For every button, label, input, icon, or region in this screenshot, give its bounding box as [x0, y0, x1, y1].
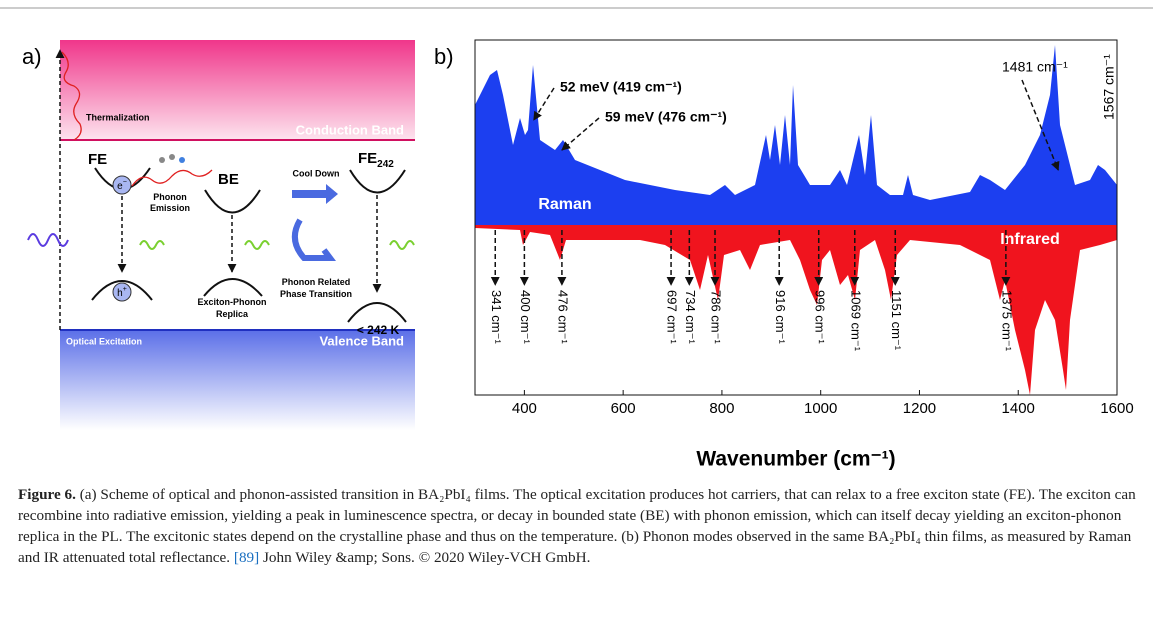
figure-art: a) Conduction Band Valence Band Optical … [0, 7, 1153, 471]
panel-label: a) [22, 44, 42, 69]
legend-label: Infrared [1000, 231, 1060, 248]
ir-label: 1375 cm⁻¹ [999, 290, 1014, 352]
ir-label: 400 cm⁻¹ [518, 290, 533, 344]
ir-label: 786 cm⁻¹ [709, 290, 724, 344]
legend-label: Raman [538, 196, 591, 213]
raman-spectrum [475, 45, 1117, 225]
label: Thermalization [86, 112, 150, 122]
raman-arrow [561, 117, 600, 151]
ir-label: 1151 cm⁻¹ [889, 290, 904, 351]
caption: Figure 6. (a) Scheme of optical and phon… [18, 484, 1136, 568]
state-label: FE [88, 151, 107, 168]
ir-label: 341 cm⁻¹ [489, 290, 504, 344]
x-axis-title: Wavenumber (cm⁻¹) [696, 448, 895, 471]
arrow-shape [291, 218, 336, 261]
x-tick-label: 400 [512, 400, 537, 417]
ir-label: 996 cm⁻¹ [812, 290, 827, 344]
label: Exciton-Phonon Replica [198, 297, 267, 319]
x-tick-label: 1000 [804, 400, 837, 417]
raman-arrow [1021, 79, 1060, 171]
emission [389, 240, 415, 250]
conduction-band [60, 40, 415, 140]
electron [112, 175, 132, 195]
x-tick-label: 1600 [1100, 400, 1133, 417]
raman-label: 1567 cm⁻¹ [1101, 54, 1117, 120]
ir-label: 734 cm⁻¹ [683, 290, 698, 344]
annotations: 400 600 800 1000 1200 1400 1600 341 cm⁻¹ 400 cm⁻… [489, 54, 1134, 417]
hole [112, 282, 132, 302]
valence-band [60, 330, 415, 430]
parabola [347, 302, 407, 323]
molecule [169, 154, 175, 160]
label: < 242 K [357, 323, 400, 337]
label: Phonon Emission [150, 192, 190, 213]
emission [139, 240, 165, 250]
ir-label: 1069 cm⁻¹ [848, 290, 863, 352]
raman-arrow [533, 87, 555, 121]
molecule [179, 157, 185, 163]
plot-frame [474, 39, 1118, 396]
parabola [203, 278, 263, 297]
electron-label: e− [117, 179, 127, 192]
label: Optical Excitation [66, 336, 142, 346]
x-tick-label: 600 [611, 400, 636, 417]
raman-label: 59 meV (476 cm⁻¹) [605, 109, 727, 125]
x-tick-label: 1200 [903, 400, 936, 417]
band-label: Conduction Band [296, 122, 404, 137]
ir-label: 916 cm⁻¹ [773, 290, 788, 344]
caption-ref: [89] [233, 549, 260, 566]
molecule [159, 157, 165, 163]
parabola [204, 189, 261, 214]
phonon-path [131, 169, 213, 187]
label: Cool Down [293, 168, 340, 178]
ir-spectrum [475, 225, 1117, 395]
photon [27, 233, 69, 247]
parabola [349, 169, 406, 194]
caption-text: (a) Scheme of optical and phonon-assiste… [18, 486, 1136, 566]
emission [244, 240, 270, 250]
hole-label: h+ [117, 286, 127, 299]
raman-label: 52 meV (419 cm⁻¹) [560, 79, 682, 95]
band-label: Valence Band [319, 333, 404, 348]
raman-label: 1481 cm⁻¹ [1002, 59, 1068, 75]
x-tick-label: 800 [709, 400, 734, 417]
ir-label: 476 cm⁻¹ [555, 290, 570, 344]
arrow-shape [292, 184, 338, 204]
panel-label: b) [434, 44, 454, 69]
relax-path [61, 51, 82, 141]
state-label: BE [218, 171, 239, 188]
caption-label: Figure 6. [18, 486, 76, 503]
state-label: FE242 [358, 150, 394, 170]
parabola [91, 280, 153, 301]
ir-label: 697 cm⁻¹ [665, 290, 680, 344]
caption-credit: John Wiley &amp; Sons. © 2020 Wiley-VCH … [259, 549, 591, 566]
x-tick-label: 1400 [1002, 400, 1035, 417]
label: Phonon Related Phase Transition [280, 277, 352, 299]
